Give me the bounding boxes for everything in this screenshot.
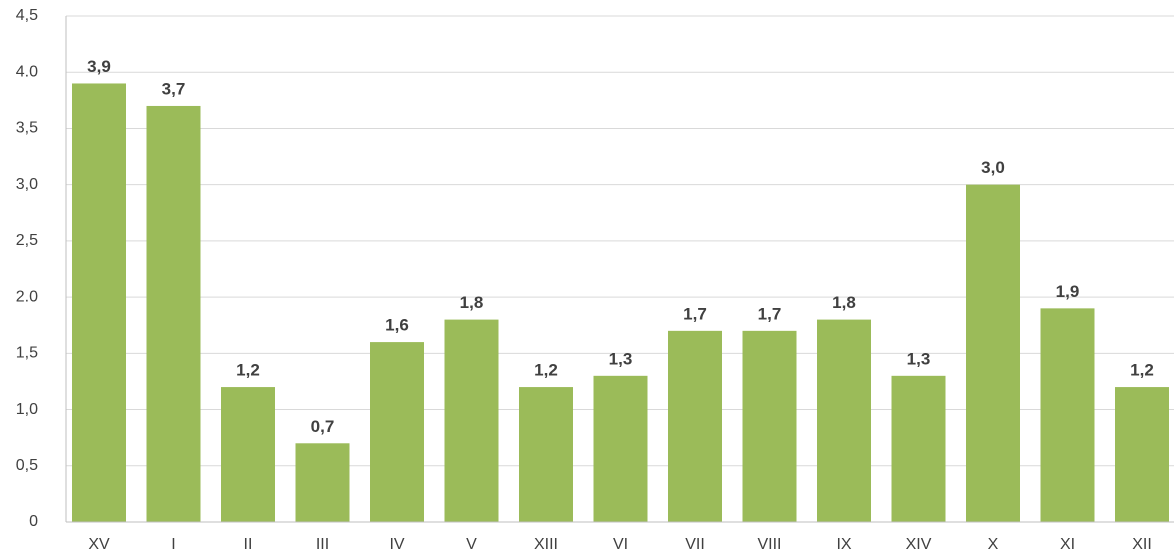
bar <box>221 387 275 522</box>
x-tick-label: X <box>988 536 999 553</box>
x-tick-label: I <box>171 536 175 553</box>
value-label: 1,8 <box>460 293 484 312</box>
value-label: 1,8 <box>832 293 856 312</box>
value-label: 1,2 <box>1130 361 1154 380</box>
y-tick-label: 1,0 <box>16 401 38 418</box>
value-label: 1,2 <box>236 361 260 380</box>
x-tick-label: V <box>466 536 477 553</box>
bar <box>668 330 722 522</box>
bar <box>72 83 126 522</box>
y-tick-label: 0,5 <box>16 457 38 474</box>
y-tick-label: 3,5 <box>16 120 38 137</box>
bar <box>1040 308 1095 522</box>
value-label: 3,0 <box>981 158 1005 177</box>
bar <box>1115 387 1169 522</box>
x-tick-label: II <box>244 536 253 553</box>
x-tick-label: VI <box>613 536 628 553</box>
y-tick-label: 3,0 <box>16 176 38 193</box>
y-tick-label: 1,5 <box>16 345 38 362</box>
value-label: 1,7 <box>683 304 707 323</box>
value-label: 1,2 <box>534 361 558 380</box>
value-label: 3,9 <box>87 57 111 76</box>
bar <box>370 342 424 522</box>
bar <box>444 319 499 522</box>
x-tick-label: XI <box>1060 536 1075 553</box>
x-tick-label: XII <box>1132 536 1152 553</box>
y-tick-label: 2.0 <box>16 288 38 305</box>
value-label: 1,9 <box>1056 282 1080 301</box>
y-tick-label: 0 <box>29 513 38 530</box>
bar <box>593 375 648 522</box>
value-label: 1,7 <box>758 304 782 323</box>
y-tick-label: 2,5 <box>16 232 38 249</box>
bar <box>817 319 871 522</box>
bar <box>891 375 946 522</box>
bar <box>519 387 573 522</box>
value-label: 3,7 <box>162 79 186 98</box>
y-tick-label: 4.0 <box>16 63 38 80</box>
bar <box>966 184 1020 522</box>
x-tick-label: XIII <box>534 536 558 553</box>
y-tick-label: 4,5 <box>16 7 38 24</box>
x-tick-label: IV <box>389 536 404 553</box>
bar <box>146 105 201 522</box>
x-tick-label: VII <box>685 536 705 553</box>
bar <box>295 443 350 522</box>
x-tick-label: III <box>316 536 329 553</box>
value-label: 1,3 <box>609 349 633 368</box>
x-tick-label: XIV <box>906 536 932 553</box>
value-label: 0,7 <box>311 417 335 436</box>
x-tick-label: VIII <box>757 536 781 553</box>
x-tick-label: XV <box>88 536 110 553</box>
bar <box>742 330 797 522</box>
value-label: 1,6 <box>385 316 409 335</box>
value-label: 1,3 <box>907 349 931 368</box>
x-tick-label: IX <box>836 536 851 553</box>
